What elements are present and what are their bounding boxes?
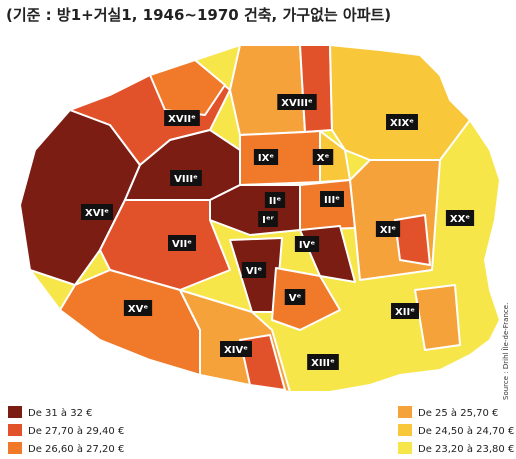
district-label: VIᵉ bbox=[241, 262, 267, 278]
legend: De 31 à 32 € De 27,70 à 29,40 € De 26,60 à… bbox=[8, 406, 514, 455]
district-name: XXᵉ bbox=[450, 214, 470, 225]
district-label: XVIIᵉ bbox=[164, 110, 200, 126]
district-name: IXᵉ bbox=[258, 153, 274, 164]
district-box bbox=[375, 221, 401, 237]
district-label: Iᵉʳ bbox=[258, 211, 278, 227]
district-name: VIᵉ bbox=[246, 266, 262, 277]
district-name: IIᵉ bbox=[269, 196, 281, 207]
district-name: Xᵉ bbox=[317, 153, 330, 164]
district-name: Iᵉʳ bbox=[262, 215, 275, 226]
district-name: XVᵉ bbox=[128, 304, 148, 315]
source: Source : Drihl Île-de-France. bbox=[501, 303, 510, 400]
district-label: IVᵉ bbox=[294, 236, 320, 252]
legend-swatch bbox=[398, 424, 412, 436]
district-label: XVᵉ bbox=[123, 300, 153, 316]
legend-label: De 26,60 à 27,20 € bbox=[28, 443, 124, 455]
district-labels: XVIIᵉ XVIIIᵉ XIXᵉ IXᵉ Xᵉ VIIIᵉ IIᵉ Iᵉʳ IIIᵉ XIᵉ XX… bbox=[81, 94, 475, 370]
district-box bbox=[391, 303, 419, 319]
district-label: VIIIᵉ bbox=[170, 170, 202, 186]
district-label: IIIᵉ bbox=[320, 191, 344, 207]
legend-label: De 23,20 à 23,80 € bbox=[418, 443, 514, 455]
district-box bbox=[220, 341, 252, 357]
district-box bbox=[445, 210, 475, 226]
legend-label: De 24,50 à 24,70 € bbox=[418, 425, 514, 437]
district-box bbox=[168, 235, 196, 251]
district-name: XVIIIᵉ bbox=[281, 98, 313, 109]
district-label: XIIᵉ bbox=[391, 303, 419, 319]
district-box bbox=[386, 114, 418, 130]
legend-swatch bbox=[8, 424, 22, 436]
district-label: IXᵉ bbox=[253, 149, 279, 165]
district-box bbox=[294, 236, 320, 252]
district-box bbox=[81, 204, 113, 220]
district-box bbox=[164, 110, 200, 126]
district-label: XVIᵉ bbox=[81, 204, 113, 220]
legend-swatch bbox=[398, 406, 412, 418]
district-name: XIXᵉ bbox=[390, 118, 414, 129]
district-box bbox=[307, 354, 339, 370]
district-label: Xᵉ bbox=[312, 149, 334, 165]
district-name: IVᵉ bbox=[299, 240, 315, 251]
district-label: XIXᵉ bbox=[386, 114, 418, 130]
district-name: Vᵉ bbox=[289, 293, 302, 304]
legend-label: De 27,70 à 29,40 € bbox=[28, 425, 124, 437]
district-name: VIIᵉ bbox=[172, 239, 192, 250]
legend-swatch bbox=[8, 406, 22, 418]
district-box bbox=[284, 289, 306, 305]
district-name: XIIIᵉ bbox=[311, 358, 335, 369]
district-box bbox=[123, 300, 153, 316]
district-name: XIᵉ bbox=[380, 225, 396, 236]
legend-swatch bbox=[8, 442, 22, 454]
district-label: XVIIIᵉ bbox=[277, 94, 317, 110]
district-box bbox=[264, 192, 286, 208]
district-box bbox=[253, 149, 279, 165]
district-name: XIIᵉ bbox=[395, 307, 415, 318]
district-label: XIIIᵉ bbox=[307, 354, 339, 370]
district-name: XVIIᵉ bbox=[168, 114, 196, 125]
legend-swatch bbox=[398, 442, 412, 454]
district-name: VIIIᵉ bbox=[174, 174, 198, 185]
district-box bbox=[320, 191, 344, 207]
district-box bbox=[241, 262, 267, 278]
district-box bbox=[312, 149, 334, 165]
legend-label: De 31 à 32 € bbox=[28, 407, 93, 419]
district-label: VIIᵉ bbox=[168, 235, 196, 251]
district-box bbox=[170, 170, 202, 186]
legend-label: De 25 à 25,70 € bbox=[418, 407, 498, 419]
district-box bbox=[258, 211, 278, 227]
district-name: XIVᵉ bbox=[224, 345, 248, 356]
district-label: IIᵉ bbox=[264, 192, 286, 208]
district-name: IIIᵉ bbox=[324, 195, 340, 206]
district-label: XIVᵉ bbox=[220, 341, 252, 357]
title: (기준 : 방1+거실1, 1946~1970 건축, 가구없는 아파트) bbox=[6, 6, 391, 24]
district-label: XXᵉ bbox=[445, 210, 475, 226]
district-box bbox=[277, 94, 317, 110]
district-label: Vᵉ bbox=[284, 289, 306, 305]
district-label: XIᵉ bbox=[375, 221, 401, 237]
district-name: XVIᵉ bbox=[85, 208, 109, 219]
